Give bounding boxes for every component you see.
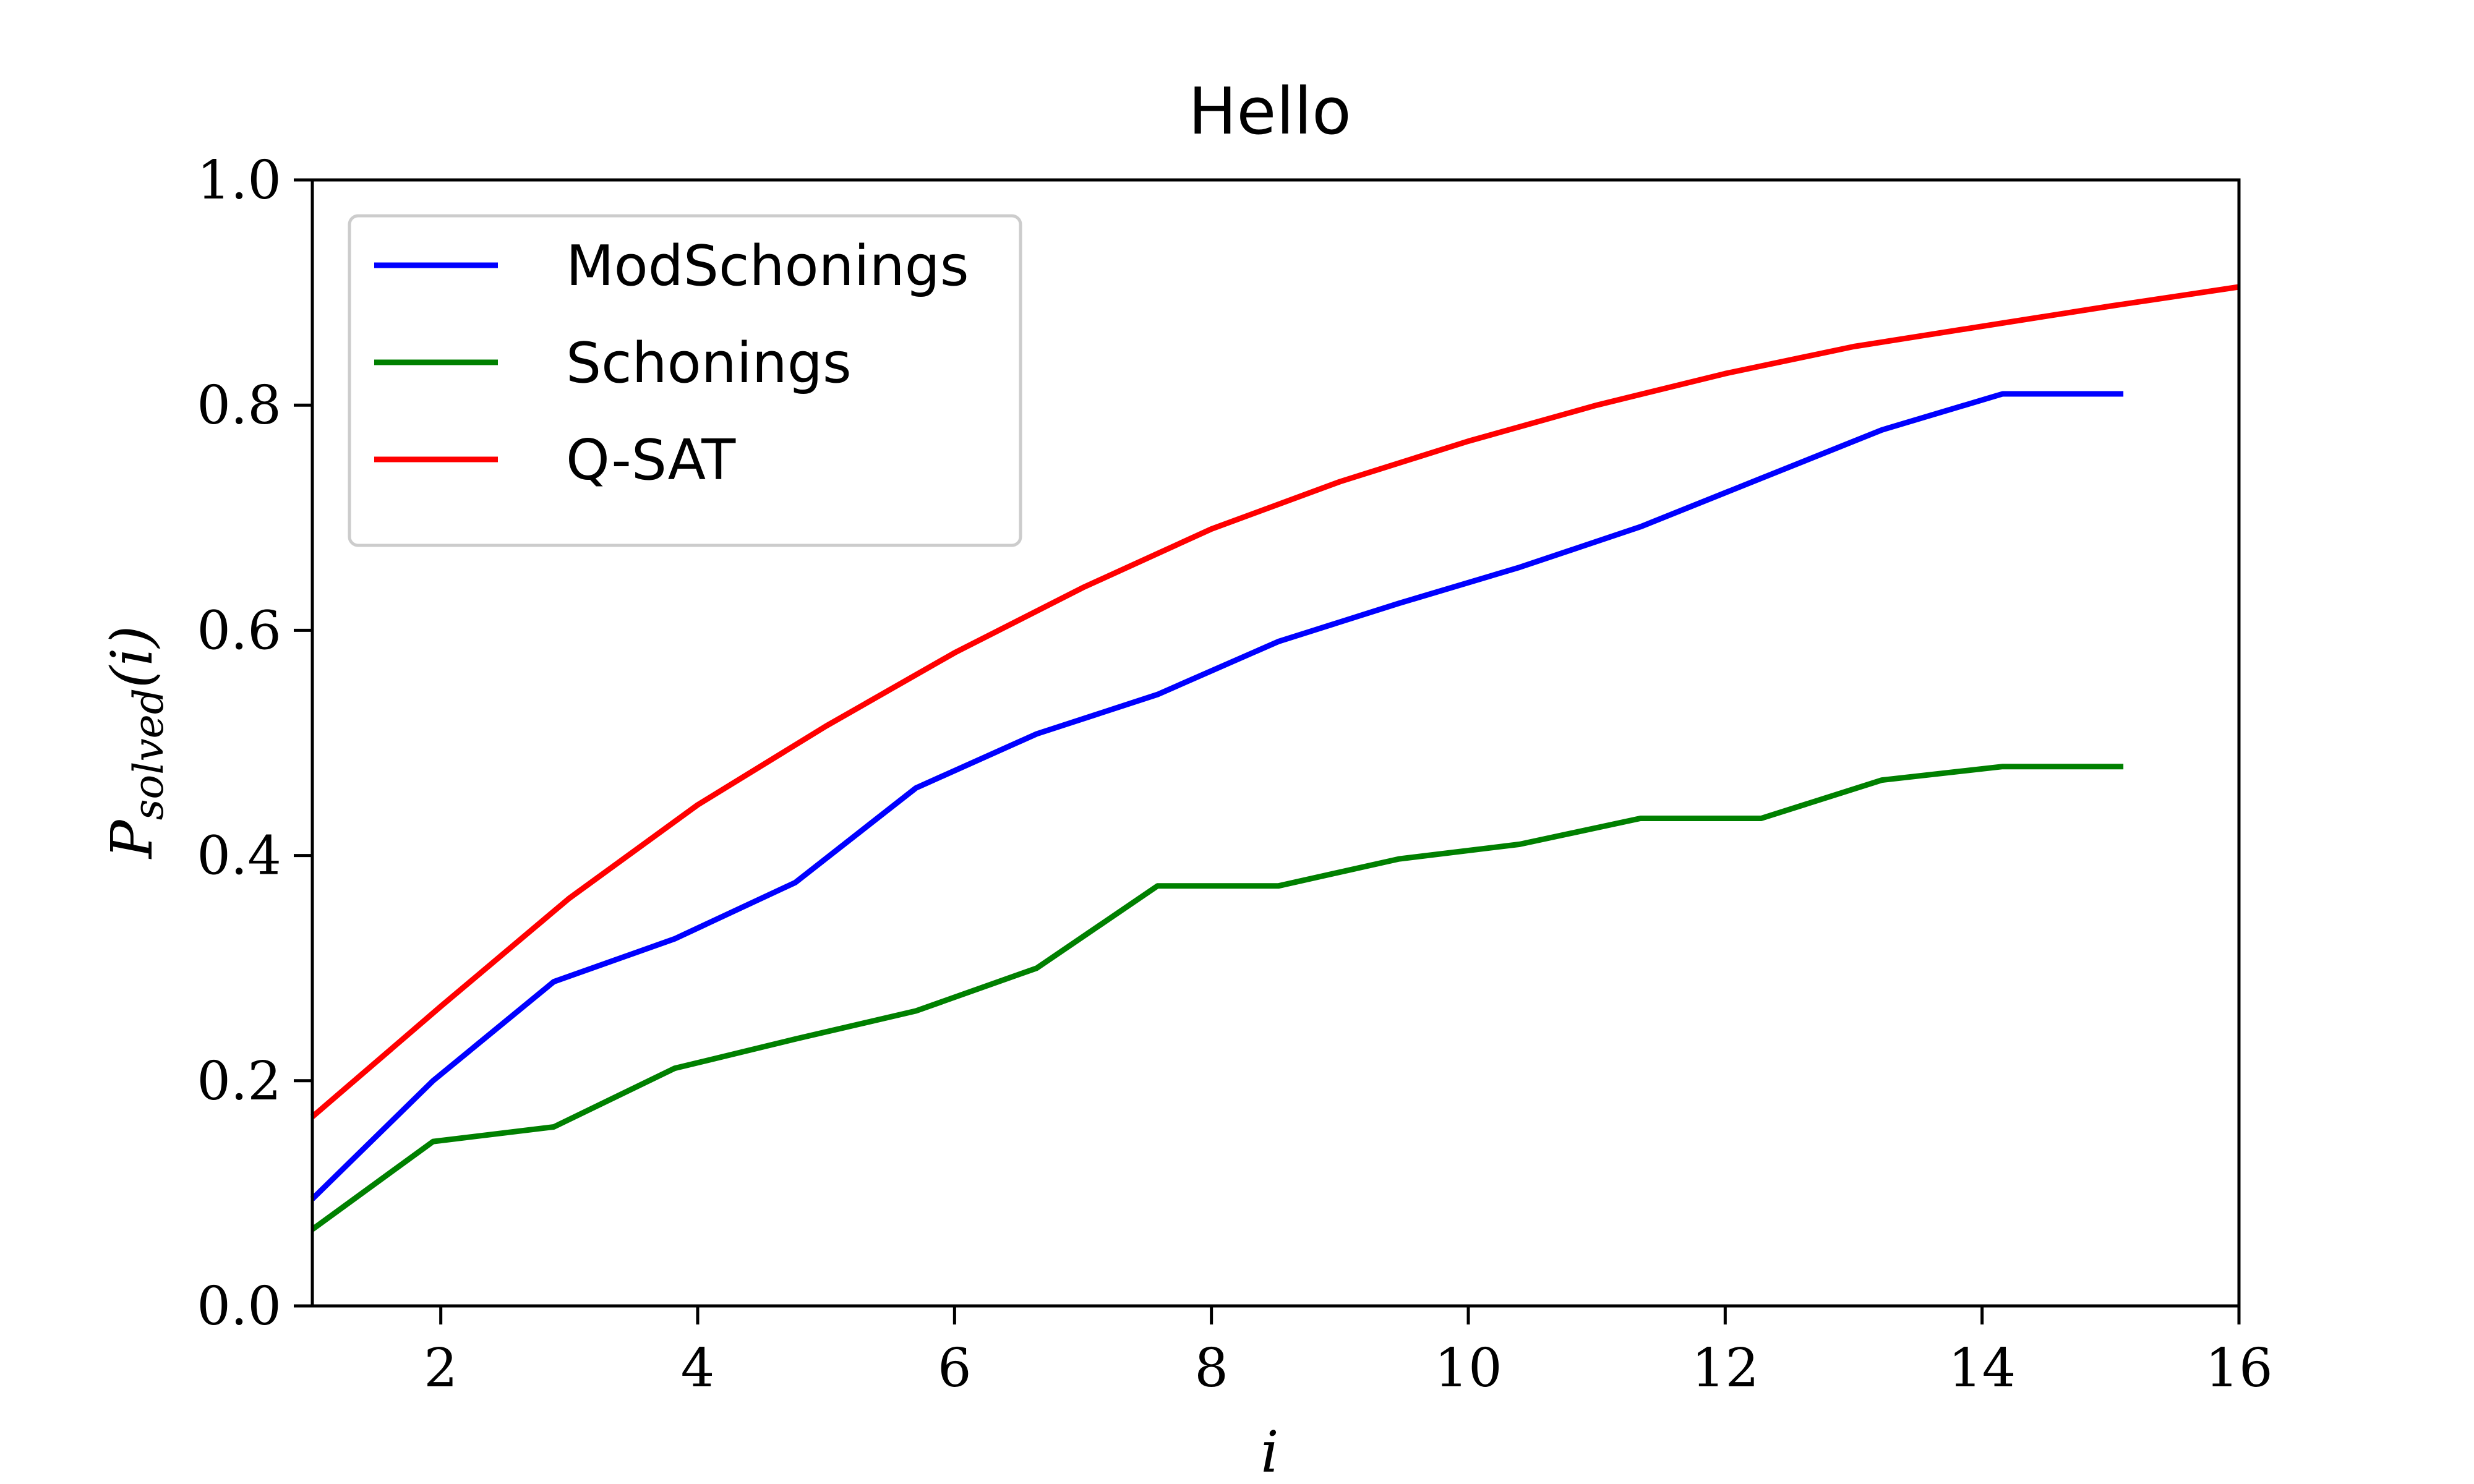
legend-label-0: ModSchonings	[566, 234, 969, 299]
y-axis: 0.0 0.2 0.4 0.6 0.8 1.0	[197, 150, 312, 1337]
plot-area	[310, 178, 2241, 1308]
x-tick-label: 4	[681, 1337, 715, 1399]
y-tick-label: 0.6	[197, 600, 281, 662]
series-line-2	[310, 284, 2240, 1119]
y-tick-label: 1.0	[197, 150, 281, 211]
series-line-0	[310, 391, 2124, 1201]
legend-label-2: Q-SAT	[566, 428, 736, 493]
plot-frame	[310, 178, 2241, 1308]
x-tick-label: 8	[1194, 1337, 1228, 1399]
y-tick-label: 0.8	[197, 375, 281, 437]
y-tick-label: 0.0	[197, 1276, 281, 1337]
y-axis-label-main: P	[99, 819, 165, 859]
legend-box	[348, 214, 1022, 547]
legend-label-1: Schonings	[566, 331, 852, 396]
y-axis-label-subscript: solved	[125, 688, 173, 820]
y-tick-label: 0.2	[197, 1051, 281, 1112]
chart-title: Hello	[1188, 74, 1351, 149]
y-axis-label: Psolved(i)	[99, 626, 173, 859]
x-tick-label: 14	[1948, 1337, 2016, 1399]
y-tick-label: 0.4	[197, 825, 281, 887]
x-tick-label: 2	[424, 1337, 458, 1399]
legend: ModSchonings Schonings Q-SAT	[348, 214, 1022, 547]
x-tick-label: 6	[938, 1337, 972, 1399]
y-axis-label-tail: (i)	[99, 626, 165, 688]
x-tick-label: 10	[1434, 1337, 1502, 1399]
series-layer	[310, 284, 2240, 1232]
series-line-1	[310, 764, 2124, 1232]
x-tick-label: 16	[2205, 1337, 2272, 1399]
x-axis-label: i	[1261, 1419, 1278, 1484]
x-axis: 2 4 6 8 10 12 14 16	[424, 1306, 2273, 1399]
x-tick-label: 12	[1692, 1337, 1759, 1399]
